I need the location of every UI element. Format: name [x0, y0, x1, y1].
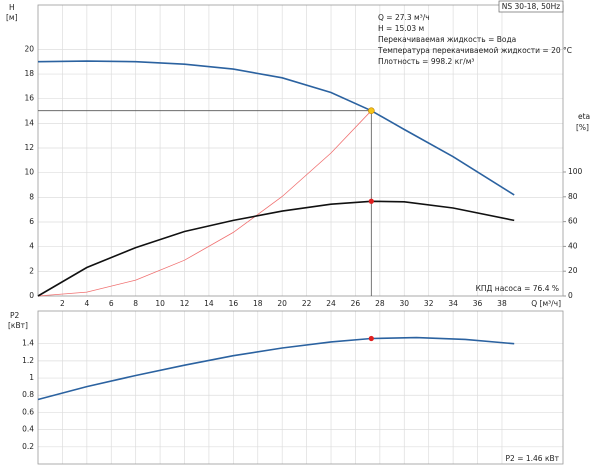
- y-tick-label: 16: [24, 94, 34, 103]
- x-label: Q [м³/ч]: [531, 299, 561, 308]
- y-unit: [кВт]: [8, 321, 28, 330]
- info: Плотность = 998.2 кг/м³: [378, 57, 474, 66]
- x-tick-label: 36: [473, 299, 483, 308]
- x-tick-label: 14: [204, 299, 214, 308]
- y-tick-label: 18: [24, 69, 34, 78]
- y-tick-label: 12: [24, 143, 34, 152]
- y2-unit: [%]: [576, 123, 589, 132]
- y-tick-label: 0.8: [22, 390, 34, 399]
- y-tick-label: 10: [24, 168, 34, 177]
- curve: [37, 336, 515, 401]
- x-tick-label: 38: [497, 299, 507, 308]
- x-tick-label: 20: [277, 299, 287, 308]
- op-point: [368, 107, 375, 114]
- op-point-eta: [368, 198, 374, 204]
- y-tick-label: 0.6: [22, 407, 34, 416]
- x-tick-label: 4: [84, 299, 89, 308]
- y2-tick-label: 20: [568, 266, 578, 275]
- y2-tick-label: 60: [568, 217, 578, 226]
- x-tick-label: 34: [448, 299, 458, 308]
- x-tick-label: 24: [326, 299, 336, 308]
- frame-top: [37, 4, 564, 297]
- info: H = 15.03 м: [378, 24, 424, 33]
- y2-tick-label: 100: [568, 167, 583, 176]
- y-tick-label: 20: [24, 44, 34, 53]
- y2-label: eta: [578, 112, 590, 121]
- annotation: КПД насоса = 76.4 %: [476, 284, 559, 293]
- y-tick-label: 1.4: [22, 339, 34, 348]
- x-tick-label: 6: [109, 299, 114, 308]
- curve: [37, 60, 515, 196]
- y-tick-label: 14: [24, 118, 34, 127]
- y-tick-label: 4: [29, 242, 34, 251]
- info: Температура перекачиваемой жидкости = 20…: [377, 46, 572, 55]
- x-tick-label: 16: [229, 299, 239, 308]
- y-tick-label: 0: [29, 291, 34, 300]
- x-tick-label: 30: [400, 299, 410, 308]
- frame-bottom: [37, 310, 564, 465]
- curve: [37, 200, 515, 297]
- x-tick-label: 28: [375, 299, 385, 308]
- y-label: P2: [10, 311, 20, 320]
- x-tick-label: 2: [60, 299, 65, 308]
- y-label: H: [9, 3, 15, 12]
- y-tick-label: 0.4: [22, 425, 34, 434]
- y-tick-label: 1.2: [22, 356, 34, 365]
- y2-tick-label: 80: [568, 192, 578, 201]
- y-tick-label: 6: [29, 217, 34, 226]
- x-tick-label: 32: [424, 299, 434, 308]
- y-tick-label: 8: [29, 192, 34, 201]
- y-tick-label: 0.2: [22, 442, 34, 451]
- x-tick-label: 10: [155, 299, 165, 308]
- y2-tick-label: 40: [568, 241, 578, 250]
- y-tick-label: 1: [29, 373, 34, 382]
- x-tick-label: 8: [133, 299, 138, 308]
- y2-tick-label: 0: [568, 291, 573, 300]
- x-tick-label: 18: [253, 299, 263, 308]
- x-tick-label: 12: [180, 299, 190, 308]
- annotation: P2 = 1.46 кВт: [506, 454, 560, 463]
- model: NS 30-18, 50Hz: [502, 2, 560, 11]
- x-tick-label: 26: [351, 299, 361, 308]
- y-unit: [м]: [6, 13, 18, 22]
- info: Перекачиваемая жидкость = Вода: [378, 35, 516, 44]
- curve: [37, 110, 372, 297]
- y-tick-label: 2: [29, 266, 34, 275]
- model-box: [498, 0, 564, 13]
- info: Q = 27.3 м³/ч: [378, 13, 430, 22]
- x-tick-label: 22: [302, 299, 312, 308]
- op-point: [368, 335, 374, 342]
